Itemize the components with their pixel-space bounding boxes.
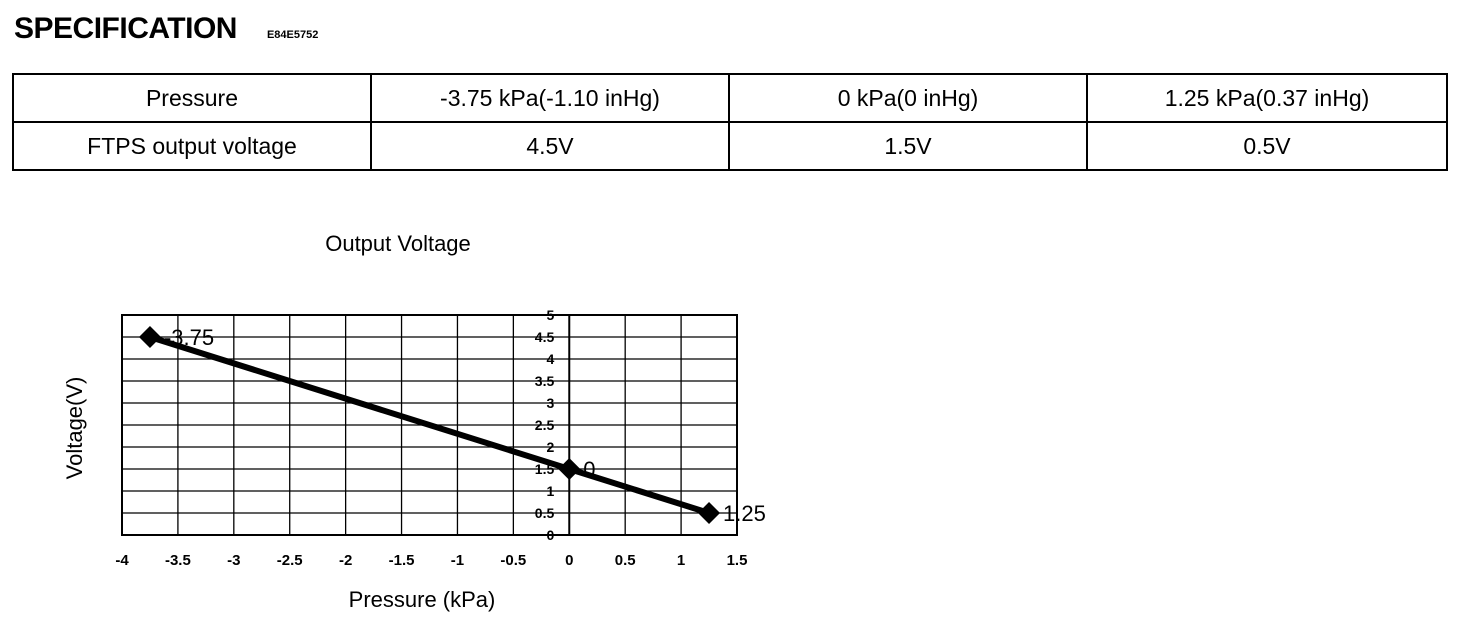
x-tick-label: -3 (227, 552, 240, 569)
y-tick-label: 2 (546, 439, 554, 455)
x-tick-label: -1 (451, 552, 464, 569)
y-tick-label: 4 (546, 351, 554, 367)
x-tick-label: 1.5 (727, 552, 748, 569)
output-voltage-chart: Output Voltage Voltage(V) Pressure (kPa)… (62, 231, 766, 612)
x-tick-label: 0.5 (615, 552, 636, 569)
data-point-marker (558, 458, 581, 480)
chart-title: Output Voltage (325, 231, 471, 256)
y-tick-label: 1 (546, 483, 554, 499)
x-tick-label: -4 (115, 552, 129, 569)
document-code: E84E5752 (266, 29, 319, 41)
table-row: FTPS output voltage 4.5V 1.5V 0.5V (12, 121, 1448, 171)
table-row: Pressure -3.75 kPa(-1.10 inHg) 0 kPa(0 i… (12, 73, 1448, 123)
y-tick-label: 3 (546, 395, 554, 411)
specification-table: Pressure -3.75 kPa(-1.10 inHg) 0 kPa(0 i… (12, 73, 1448, 171)
data-point-marker (138, 326, 161, 348)
x-tick-label: 0 (565, 552, 573, 569)
plot-area: -4 -3.5 -3 -2.5 -2 -1.5 -1 -0.5 0 0.5 1 1.500.511.5… (115, 307, 766, 569)
row-label-pressure: Pressure (12, 73, 372, 123)
y-axis-label: Voltage(V) (62, 377, 87, 480)
y-tick-label: 0 (546, 527, 554, 543)
y-tick-label: 2.5 (535, 417, 555, 433)
x-tick-label: -3.5 (165, 552, 191, 569)
row-label-output-voltage: FTPS output voltage (12, 121, 372, 171)
table-cell: 0.5V (1086, 121, 1448, 171)
y-tick-label: 3.5 (535, 373, 555, 389)
heading: SPECIFICATION E84E5752 (14, 12, 318, 46)
x-axis-label: Pressure (kPa) (349, 587, 496, 612)
table-cell: -3.75 kPa(-1.10 inHg) (370, 73, 730, 123)
table-cell: 4.5V (370, 121, 730, 171)
table-cell: 1.25 kPa(0.37 inHg) (1086, 73, 1448, 123)
page-title: SPECIFICATION (14, 12, 237, 45)
table-cell: 1.5V (728, 121, 1088, 171)
data-point-marker (698, 502, 721, 524)
data-point-label: 0 (583, 457, 595, 482)
x-tick-label: -2 (339, 552, 352, 569)
y-tick-label: 4.5 (535, 329, 555, 345)
y-tick-label: 5 (546, 307, 554, 323)
x-tick-label: -1.5 (389, 552, 415, 569)
y-tick-label: 0.5 (535, 505, 555, 521)
table-cell: 0 kPa(0 inHg) (728, 73, 1088, 123)
data-point-label: 1.25 (723, 501, 766, 526)
x-tick-label: -2.5 (277, 552, 303, 569)
x-tick-label: 1 (677, 552, 685, 569)
data-point-label: -3.75 (164, 325, 214, 350)
x-tick-label: -0.5 (500, 552, 526, 569)
